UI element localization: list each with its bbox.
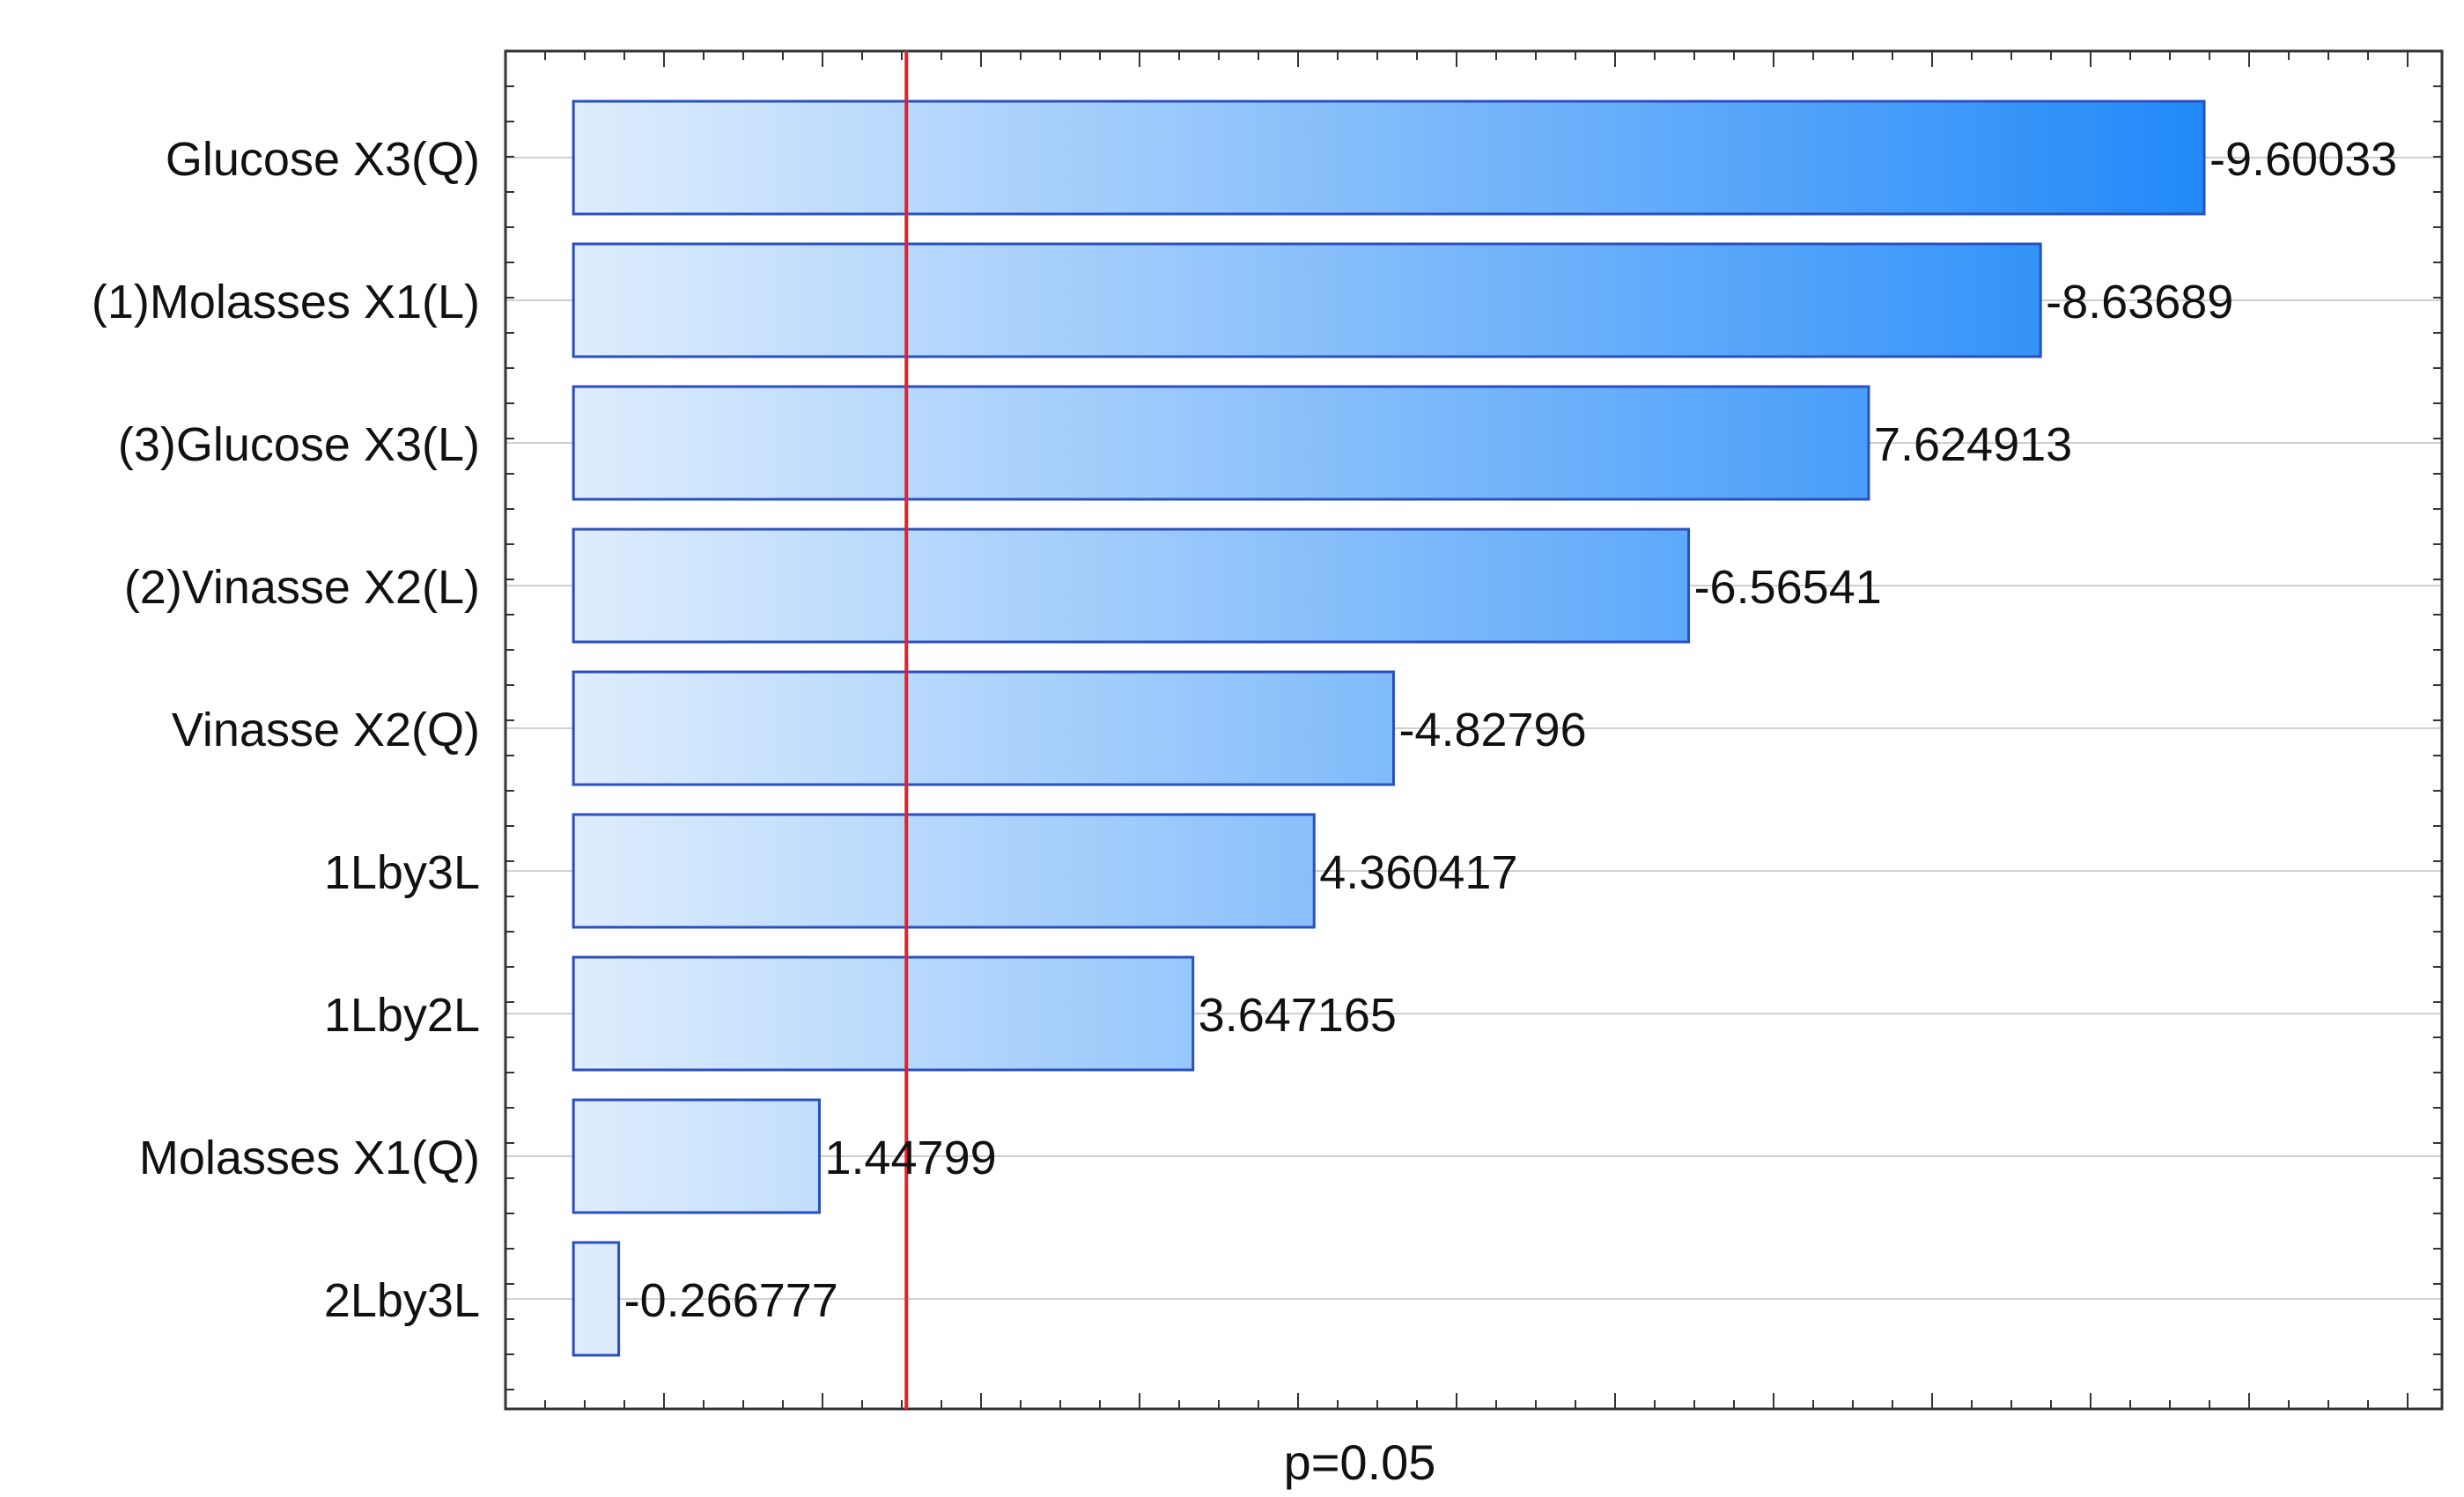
reference-line-label: p=0.05	[1284, 1434, 1436, 1490]
data-label: -4.82796	[1398, 704, 1586, 756]
bars	[572, 100, 2206, 1357]
data-label: 1.44799	[824, 1132, 996, 1184]
bar	[572, 1241, 621, 1357]
data-label: 3.647165	[1199, 989, 1397, 1042]
bar	[572, 527, 1691, 644]
category-label: (3)Glucose X3(L)	[118, 418, 480, 471]
plot-frame	[504, 49, 2444, 1411]
data-label: -8.63689	[2046, 276, 2233, 328]
value-labels: -9.60033 -8.63689 7.624913 -6.56541 -4.82796…	[624, 133, 2398, 1327]
category-label: 2Lby3L	[324, 1274, 480, 1327]
bar	[572, 1098, 821, 1214]
data-label: -0.266777	[624, 1274, 838, 1327]
category-label: Glucose X3(Q)	[166, 133, 480, 186]
category-label: 1Lby3L	[324, 846, 480, 899]
category-label: (1)Molasses X1(L)	[92, 276, 480, 328]
bar	[572, 813, 1316, 929]
data-label: 4.360417	[1319, 846, 1517, 899]
bar	[572, 670, 1395, 786]
category-label: Vinasse X2(Q)	[172, 704, 480, 756]
category-label: Molasses X1(Q)	[139, 1132, 480, 1184]
bar	[572, 242, 2042, 358]
category-label: (2)Vinasse X2(L)	[124, 561, 480, 614]
category-label: 1Lby2L	[324, 989, 480, 1042]
axis-ticks	[505, 51, 2442, 1409]
category-labels: Glucose X3(Q) (1)Molasses X1(L) (3)Glucose…	[92, 133, 480, 1327]
data-label: -6.56541	[1694, 561, 1882, 614]
bar	[572, 385, 1870, 501]
bar	[572, 955, 1195, 1072]
data-label: -9.60033	[2209, 133, 2397, 186]
bar	[572, 100, 2206, 216]
data-label: 7.624913	[1874, 418, 2072, 471]
